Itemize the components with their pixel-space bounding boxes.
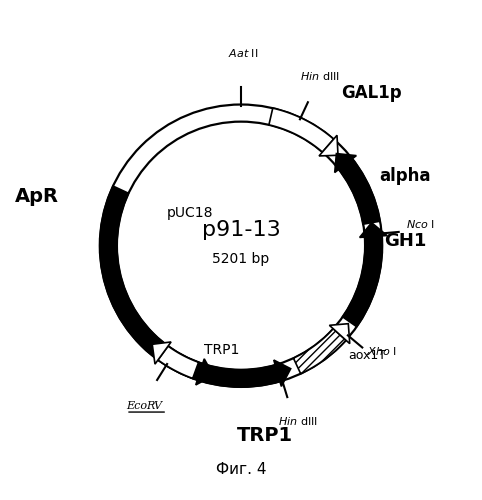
Text: $\it{Hin}$ dIII: $\it{Hin}$ dIII bbox=[300, 70, 340, 82]
Text: pUC18: pUC18 bbox=[166, 206, 213, 220]
Text: p91-13: p91-13 bbox=[201, 220, 281, 240]
Polygon shape bbox=[269, 108, 334, 152]
Text: $\it{Nco}$ I: $\it{Nco}$ I bbox=[405, 218, 435, 230]
Polygon shape bbox=[335, 154, 356, 172]
Polygon shape bbox=[197, 364, 280, 387]
Text: $\it{Aat}$ II: $\it{Aat}$ II bbox=[228, 47, 258, 59]
Text: $\it{Hin}$ dIII: $\it{Hin}$ dIII bbox=[279, 414, 318, 426]
Text: Eco: Eco bbox=[127, 401, 147, 411]
Polygon shape bbox=[294, 328, 346, 374]
Text: 5201 bp: 5201 bp bbox=[213, 252, 269, 266]
Polygon shape bbox=[329, 324, 350, 344]
Text: alpha: alpha bbox=[379, 166, 431, 184]
Text: RV: RV bbox=[146, 401, 162, 411]
Text: GAL1p: GAL1p bbox=[341, 84, 402, 102]
Text: $\it{Xho}$ I: $\it{Xho}$ I bbox=[367, 346, 397, 358]
Polygon shape bbox=[319, 136, 338, 156]
Text: TRP1: TRP1 bbox=[237, 426, 293, 445]
Polygon shape bbox=[100, 186, 202, 380]
Polygon shape bbox=[274, 360, 291, 386]
Text: ApR: ApR bbox=[15, 186, 59, 206]
Polygon shape bbox=[339, 159, 380, 224]
Polygon shape bbox=[158, 346, 199, 378]
Text: GH1: GH1 bbox=[384, 232, 427, 250]
Polygon shape bbox=[343, 236, 382, 326]
Text: TRP1: TRP1 bbox=[204, 343, 240, 357]
Polygon shape bbox=[152, 342, 171, 364]
Text: aox1T: aox1T bbox=[348, 349, 387, 362]
Text: Фиг. 4: Фиг. 4 bbox=[216, 462, 266, 477]
Polygon shape bbox=[360, 222, 387, 238]
Polygon shape bbox=[196, 359, 214, 385]
